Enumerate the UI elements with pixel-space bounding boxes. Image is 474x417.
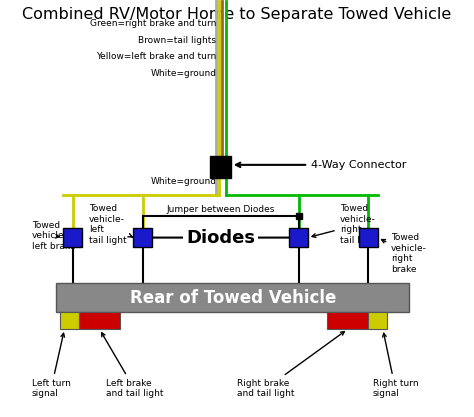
Bar xyxy=(79,312,120,329)
Text: Yellow=left brake and turn: Yellow=left brake and turn xyxy=(96,52,217,61)
Text: Green=right brake and turn: Green=right brake and turn xyxy=(90,19,217,28)
Text: Rear of Towed Vehicle: Rear of Towed Vehicle xyxy=(130,289,336,307)
Text: Towed
vehicle-
right
tail light: Towed vehicle- right tail light xyxy=(312,204,377,244)
Text: 4-Way Connector: 4-Way Connector xyxy=(236,160,406,170)
Text: Towed
vehicle-
left
tail light: Towed vehicle- left tail light xyxy=(89,204,132,244)
Bar xyxy=(359,228,378,247)
Text: White=ground: White=ground xyxy=(150,177,217,186)
Bar xyxy=(56,283,410,312)
Bar xyxy=(328,312,368,329)
Bar xyxy=(210,156,231,178)
Text: Diodes: Diodes xyxy=(186,229,255,246)
Bar xyxy=(64,228,82,247)
Text: Combined RV/Motor Home to Separate Towed Vehicle: Combined RV/Motor Home to Separate Towed… xyxy=(22,7,452,22)
Text: Left brake
and tail light: Left brake and tail light xyxy=(101,333,163,398)
Text: White=ground: White=ground xyxy=(150,69,217,78)
Text: Towed
vehicle-
left brake: Towed vehicle- left brake xyxy=(32,221,75,251)
Text: Jumper between Diodes: Jumper between Diodes xyxy=(166,205,275,214)
Bar xyxy=(368,312,387,329)
Text: Right brake
and tail light: Right brake and tail light xyxy=(237,332,345,398)
Text: Left turn
signal: Left turn signal xyxy=(32,333,71,398)
Text: Towed
vehicle-
right
brake: Towed vehicle- right brake xyxy=(382,234,427,274)
Bar xyxy=(133,228,152,247)
Text: Brown=tail lights: Brown=tail lights xyxy=(138,36,217,45)
Text: Right turn
signal: Right turn signal xyxy=(373,333,418,398)
Bar xyxy=(289,228,308,247)
Bar xyxy=(60,312,79,329)
